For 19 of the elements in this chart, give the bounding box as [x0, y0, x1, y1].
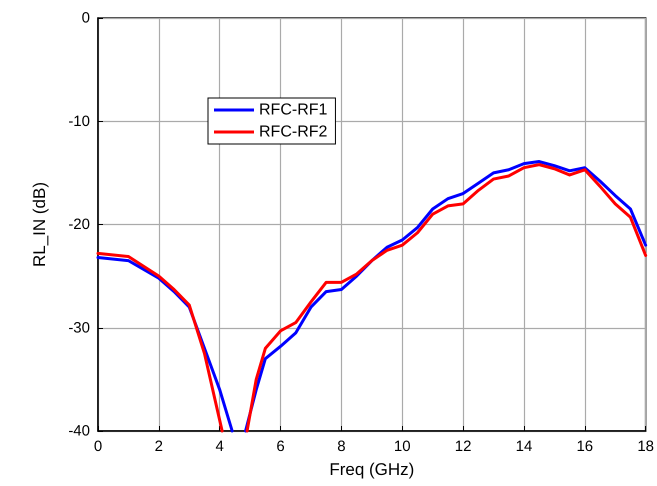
- legend-label: RFC-RF1: [259, 102, 328, 118]
- x-tick-label: 10: [394, 438, 411, 455]
- x-tick-label: 6: [276, 438, 285, 455]
- y-tick-label: -30: [68, 319, 90, 336]
- x-tick-label: 12: [454, 438, 472, 455]
- x-tick-label: 16: [576, 438, 594, 455]
- y-tick-label: -20: [68, 216, 90, 233]
- x-tick-label: 14: [516, 438, 532, 455]
- x-tick-label: 4: [216, 438, 224, 455]
- x-tick-label: 2: [154, 438, 164, 455]
- y-tick-label: -40: [68, 422, 90, 440]
- x-tick-label: 0: [94, 438, 102, 455]
- y-tick-label: 0: [82, 10, 90, 26]
- x-axis-title: Freq (GHz): [329, 460, 414, 479]
- y-axis-title: RL_IN (dB): [30, 182, 49, 268]
- x-tick-label: 18: [637, 438, 654, 455]
- x-tick-label: 8: [337, 438, 346, 455]
- legend-label: RFC-RF2: [259, 124, 328, 140]
- y-tick-label: -10: [68, 112, 90, 130]
